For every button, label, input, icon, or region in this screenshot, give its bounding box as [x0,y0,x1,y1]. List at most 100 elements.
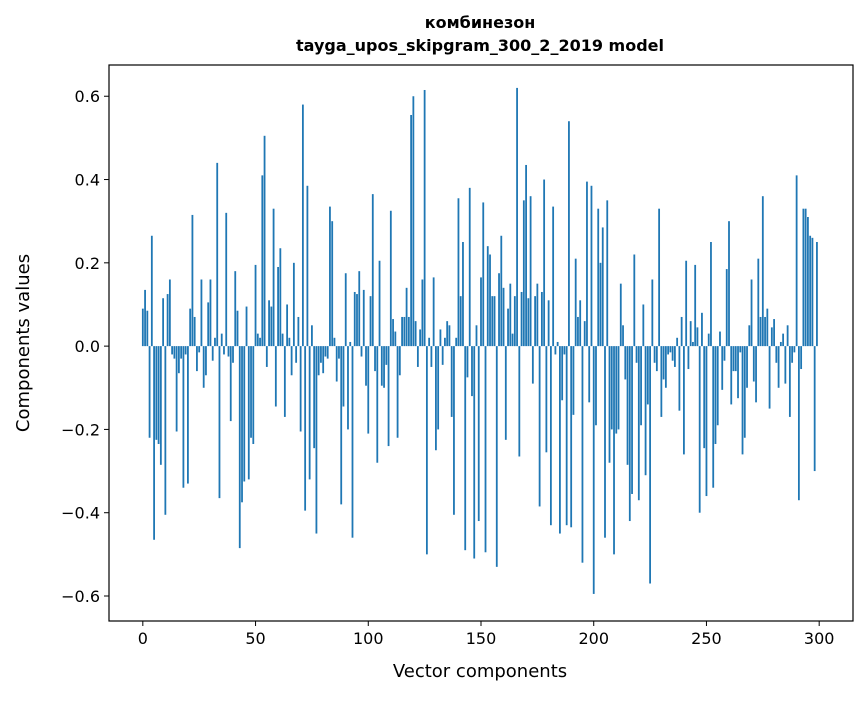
bar-56 [268,300,270,347]
bar-88 [340,346,343,505]
bar-264 [737,346,739,399]
y-tick-label: 0.4 [75,171,100,190]
bar-72 [304,346,307,511]
bar-109 [387,346,390,447]
bar-285 [784,346,787,384]
bar-31 [211,346,214,361]
bar-106 [380,346,383,386]
bar-238 [678,346,681,411]
bar-91 [347,346,349,430]
bar-234 [669,346,672,353]
bar-9 [162,298,165,347]
bar-226 [651,279,654,347]
bar-156 [493,296,496,347]
bar-214 [624,346,627,380]
bar-25 [198,346,201,353]
bar-254 [714,346,717,444]
bar-172 [529,196,532,347]
bar-37 [225,212,228,347]
bar-93 [351,346,354,538]
bar-188 [565,346,568,526]
bar-16 [177,346,180,374]
bar-2 [146,310,149,347]
bar-164 [511,333,514,347]
bar-275 [761,196,764,347]
bar-209 [613,346,615,555]
bar-195 [581,346,584,563]
bar-66 [290,346,293,376]
bar-119 [410,114,413,347]
bar-287 [788,346,791,417]
bar-110 [389,210,392,347]
bar-267 [743,346,746,438]
bar-80 [322,346,325,374]
bar-36 [223,346,225,355]
bar-122 [416,346,419,367]
plot-frame [108,64,854,622]
bar-237 [676,337,679,347]
bar-269 [748,325,751,347]
bar-69 [297,316,300,347]
bar-286 [786,325,789,347]
bar-33 [216,162,219,347]
bar-178 [543,179,546,347]
bar-27 [202,346,205,388]
bar-131 [437,346,440,430]
bar-253 [712,346,715,488]
bar-259 [725,269,728,347]
y-axis-ticks: −0.6 −0.4 −0.2 0.0 0.2 0.4 0.6 [61,87,109,606]
bar-132 [439,329,442,347]
bar-270 [750,279,753,347]
bar-8 [159,346,162,465]
y-tick-label: −0.6 [61,587,100,606]
y-tick-label: 0.6 [75,87,100,106]
bar-229 [658,208,661,347]
bar-10 [164,346,167,515]
bar-233 [667,346,670,355]
x-tick-label: 250 [691,629,722,648]
bar-143 [464,346,467,551]
bar-206 [606,200,609,347]
bar-198 [588,346,591,403]
bar-82 [326,346,329,359]
bar-181 [549,346,552,526]
bar-77 [315,346,318,534]
bar-81 [324,346,327,357]
bar-39 [229,346,232,422]
bar-228 [655,346,658,372]
bar-255 [716,346,719,426]
bar-215 [626,346,629,465]
bar-85 [333,337,336,347]
bar-148 [475,325,478,347]
bar-297 [811,237,814,347]
bar-79 [320,346,322,363]
bar-107 [383,346,385,388]
x-tick-label: 200 [578,629,609,648]
bar-280 [773,319,775,347]
bar-257 [721,346,724,390]
y-tick-label: −0.4 [61,504,100,523]
bar-166 [516,87,518,347]
bar-90 [344,273,347,347]
bar-169 [522,200,525,347]
bar-104 [376,346,379,463]
bar-296 [809,235,812,347]
bar-99 [365,346,367,386]
bar-244 [692,341,694,347]
bar-96 [358,271,361,347]
bar-23 [193,316,196,347]
bar-24 [196,346,198,372]
bar-246 [696,327,699,347]
bar-197 [586,181,588,347]
bar-1 [144,289,146,347]
bar-68 [295,346,298,363]
bar-101 [369,296,372,347]
bar-167 [518,346,521,457]
bar-40 [232,346,234,363]
bar-118 [407,316,410,347]
bar-276 [764,316,766,347]
bar-250 [705,346,708,497]
bar-281 [775,346,778,363]
bar-183 [554,346,557,355]
